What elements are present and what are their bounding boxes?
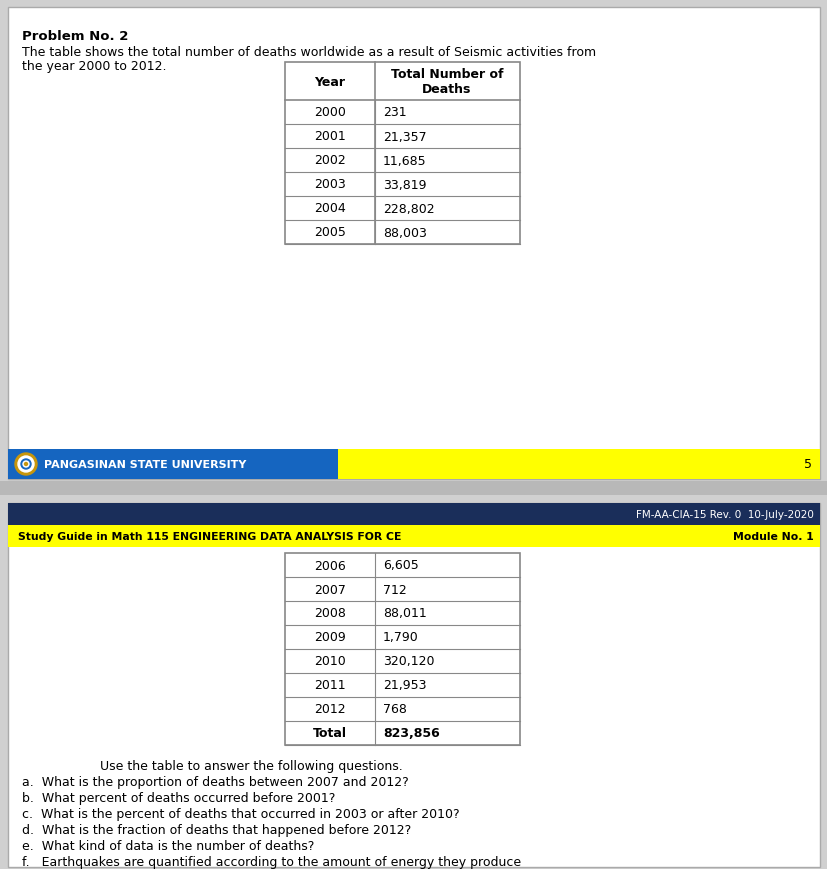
Text: The table shows the total number of deaths worldwide as a result of Seismic acti: The table shows the total number of deat… [22,46,595,59]
Text: 2009: 2009 [313,631,346,644]
Text: Problem No. 2: Problem No. 2 [22,30,128,43]
Circle shape [18,456,34,473]
Text: c.  What is the percent of deaths that occurred in 2003 or after 2010?: c. What is the percent of deaths that oc… [22,807,459,820]
Text: 88,003: 88,003 [383,226,427,239]
Text: 2001: 2001 [313,130,346,143]
Bar [284,554,519,745]
Text: PANGASINAN STATE UNIVERSITY: PANGASINAN STATE UNIVERSITY [44,460,246,469]
Circle shape [25,463,27,466]
Text: 2012: 2012 [313,703,346,716]
Text: e.  What kind of data is the number of deaths?: e. What kind of data is the number of de… [22,839,314,852]
Text: 2002: 2002 [313,155,346,168]
Text: 2004: 2004 [313,202,346,216]
Text: 320,120: 320,120 [383,654,434,667]
Text: 231: 231 [383,106,406,119]
Bar [337,449,819,480]
Text: Year: Year [314,76,345,89]
Text: Use the table to answer the following questions.: Use the table to answer the following qu… [100,760,402,773]
Text: 712: 712 [383,583,406,596]
Text: 2007: 2007 [313,583,346,596]
Text: 2008: 2008 [313,607,346,620]
Text: Total Number of
Deaths: Total Number of Deaths [390,68,503,96]
Text: f.   Earthquakes are quantified according to the amount of energy they produce: f. Earthquakes are quantified according … [22,855,520,868]
Bar [284,63,519,245]
Text: 2011: 2011 [313,679,346,692]
Bar [8,8,819,480]
Bar [8,503,819,867]
Text: Study Guide in Math 115 ENGINEERING DATA ANALYSIS FOR CE: Study Guide in Math 115 ENGINEERING DATA… [18,531,401,541]
Text: Module No. 1: Module No. 1 [733,531,813,541]
Bar [8,449,337,480]
Circle shape [15,454,37,475]
Text: 228,802: 228,802 [383,202,434,216]
Text: 823,856: 823,856 [383,726,439,740]
Text: 2010: 2010 [313,654,346,667]
Text: 1,790: 1,790 [383,631,418,644]
Text: 5: 5 [803,458,811,471]
Text: 21,357: 21,357 [383,130,426,143]
Text: 2005: 2005 [313,226,346,239]
Bar [0,481,827,495]
Circle shape [21,460,31,469]
Text: the year 2000 to 2012.: the year 2000 to 2012. [22,60,166,73]
Text: 2006: 2006 [313,559,346,572]
Text: 21,953: 21,953 [383,679,426,692]
Bar [8,503,819,526]
Circle shape [23,461,29,468]
Text: 33,819: 33,819 [383,178,426,191]
Text: a.  What is the proportion of deaths between 2007 and 2012?: a. What is the proportion of deaths betw… [22,775,409,788]
Text: Total: Total [313,726,347,740]
Text: FM-AA-CIA-15 Rev. 0  10-July-2020: FM-AA-CIA-15 Rev. 0 10-July-2020 [635,509,813,520]
Text: b.  What percent of deaths occurred before 2001?: b. What percent of deaths occurred befor… [22,791,335,804]
Text: d.  What is the fraction of deaths that happened before 2012?: d. What is the fraction of deaths that h… [22,823,411,836]
Text: 2003: 2003 [313,178,346,191]
Text: 2000: 2000 [313,106,346,119]
Bar [8,526,819,547]
Text: 768: 768 [383,703,406,716]
Text: 11,685: 11,685 [383,155,426,168]
Text: 6,605: 6,605 [383,559,418,572]
Text: 88,011: 88,011 [383,607,426,620]
